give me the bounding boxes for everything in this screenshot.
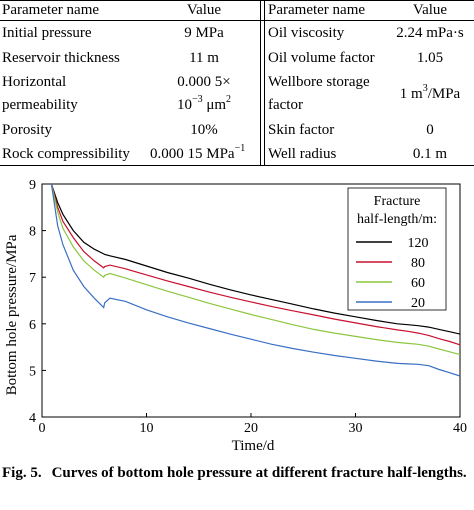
table-column-divider-right: [264, 0, 265, 166]
pressure-chart: 0 10 20 30 40 4 5 6 7 8 9 Bottom hole pressure/MPa…: [0, 172, 474, 462]
param-permeability: permeability: [2, 97, 78, 113]
value-initial-pressure: 9 MPa: [184, 25, 224, 41]
param-initial-pressure: Initial pressure: [2, 25, 92, 41]
param-wellbore-storage: Wellbore storage: [268, 74, 370, 90]
parameter-table: Parameter name Value Parameter name Valu…: [0, 0, 474, 166]
param-rock-compressibility: Rock compressibility: [2, 146, 130, 162]
value-skin-factor: 0: [426, 122, 434, 138]
value-wellbore-storage: 1 m3/MPa: [399, 83, 461, 103]
caption-text: Curves of bottom hole pressure at differ…: [51, 465, 467, 481]
y-tick-label: 4: [29, 411, 36, 426]
series-line-80: [50, 183, 461, 346]
y-tick-label: 8: [29, 225, 36, 240]
series-line-60: [50, 183, 461, 356]
legend-box: [347, 187, 447, 311]
value-rock-compressibility: 0.000 15 MPa−1: [150, 143, 246, 163]
param-reservoir-thickness: Reservoir thickness: [2, 50, 120, 66]
y-tick-label: 6: [29, 318, 36, 333]
table-column-divider-left: [260, 0, 261, 166]
value-permeability-line1: 0.000 5×: [177, 74, 231, 90]
series-line-20: [50, 183, 461, 377]
y-axis-label: Bottom hole pressure/MPa: [4, 234, 20, 395]
legend-title-line2: half-length/m:: [357, 212, 437, 227]
header-value-left: Value: [186, 2, 222, 18]
pressure-chart-svg: 0 10 20 30 40 4 5 6 7 8 9 Bottom hole pressure/MPa…: [4, 178, 467, 454]
value-well-radius: 0.1 m: [412, 146, 448, 162]
x-tick-label: 40: [453, 421, 467, 436]
param-porosity: Porosity: [2, 122, 53, 138]
y-tick-label: 7: [29, 271, 36, 286]
value-reservoir-thickness: 11 m: [189, 50, 219, 66]
x-tick-label: 30: [349, 421, 363, 436]
legend-label-60: 60: [411, 276, 425, 291]
x-tick-label: 10: [140, 421, 154, 436]
param-factor: factor: [268, 97, 303, 113]
table-top-rule: [0, 0, 474, 1]
table-bottom-rule: [0, 165, 474, 166]
y-tick-label: 9: [29, 178, 36, 193]
value-oil-volume-factor: 1.05: [416, 50, 444, 66]
param-oil-viscosity: Oil viscosity: [268, 25, 345, 41]
legend-title-line1: Fracture: [374, 194, 421, 209]
x-axis-label: Time/d: [232, 438, 275, 454]
legend-label-80: 80: [411, 256, 425, 271]
param-well-radius: Well radius: [268, 146, 337, 162]
legend-label-120: 120: [408, 236, 429, 251]
x-tick-label: 0: [39, 421, 46, 436]
value-permeability-line2: 10−3 μm2: [176, 94, 232, 114]
x-tick-label: 20: [244, 421, 258, 436]
figure-caption: Fig. 5. Curves of bottom hole pressure at…: [2, 463, 472, 483]
param-oil-volume-factor: Oil volume factor: [268, 50, 375, 66]
series-line-120: [50, 183, 461, 335]
header-value-right: Value: [412, 2, 448, 18]
table-header-rule: [0, 20, 474, 21]
param-horizontal: Horizontal: [2, 74, 67, 90]
param-skin-factor: Skin factor: [268, 122, 335, 138]
header-parameter-name-right: Parameter name: [268, 2, 366, 18]
chart-legend: Fracture half-length/m: 120 80 60 20: [347, 187, 447, 311]
y-tick-label: 5: [29, 364, 36, 379]
header-parameter-name-left: Parameter name: [2, 2, 100, 18]
value-oil-viscosity: 2.24 mPa·s: [396, 25, 464, 41]
legend-label-20: 20: [411, 296, 425, 311]
value-porosity: 10%: [190, 122, 218, 138]
caption-label: Fig. 5.: [2, 465, 42, 481]
